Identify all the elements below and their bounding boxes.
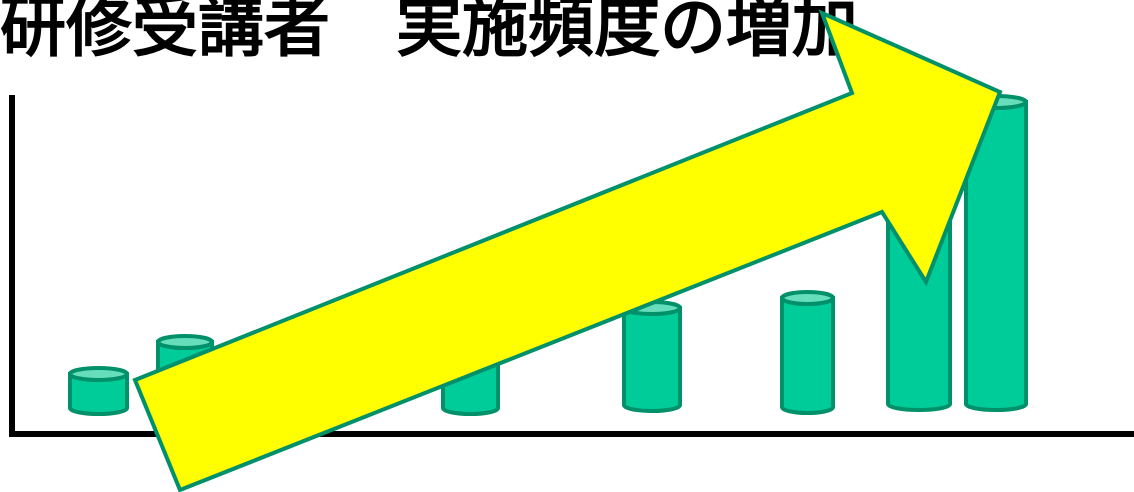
slide-title: 研修受講者 実施頻度の増加 bbox=[0, 0, 858, 66]
cylinder bbox=[780, 290, 835, 415]
cylinder bbox=[68, 366, 129, 416]
growth-arrow bbox=[132, 9, 1003, 492]
cylinder bbox=[622, 300, 682, 413]
